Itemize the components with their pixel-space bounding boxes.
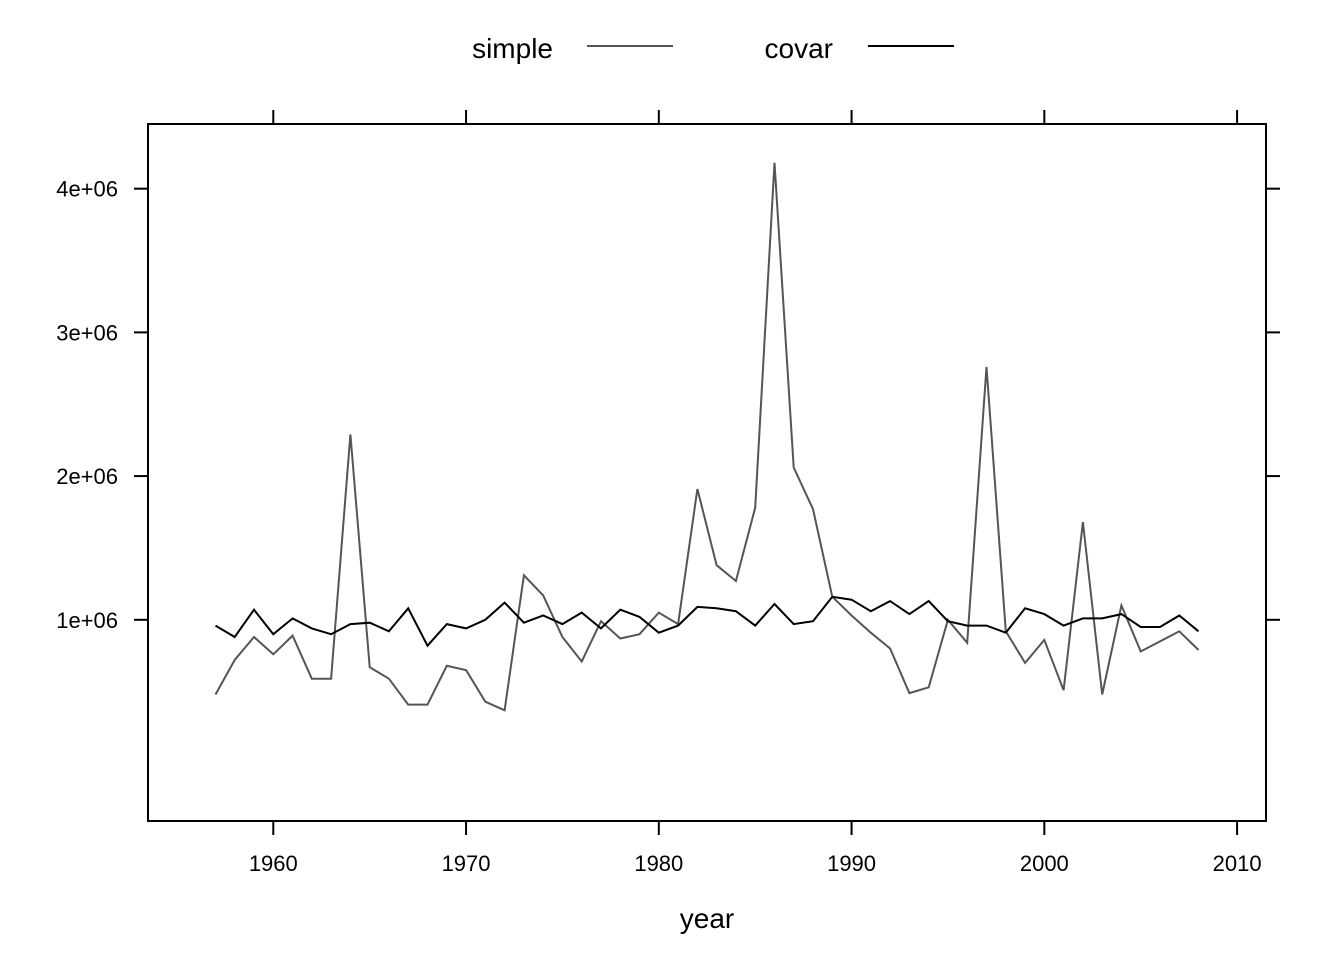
y-tick-label-0: 1e+06 [56,608,118,633]
series-line-simple [214,162,1200,712]
legend: simple covar [472,33,954,64]
y-tick-label-2: 3e+06 [56,320,118,345]
x-axis: 1960 1970 1980 1990 2000 2010 [249,110,1262,876]
series-line-covar [214,595,1200,648]
y-tick-label-3: 4e+06 [56,177,118,202]
y-axis: 1e+06 2e+06 3e+06 4e+06 [56,177,1280,633]
x-axis-label: year [680,903,734,934]
x-tick-label-2000: 2000 [1020,851,1069,876]
legend-label-covar: covar [765,33,833,64]
x-tick-label-1980: 1980 [634,851,683,876]
series-layer [214,162,1200,712]
legend-label-simple: simple [472,33,553,64]
x-tick-label-1960: 1960 [249,851,298,876]
y-tick-label-1: 2e+06 [56,464,118,489]
x-tick-label-1970: 1970 [442,851,491,876]
x-tick-label-2010: 2010 [1213,851,1262,876]
plot-frame [147,123,1267,822]
x-tick-label-1990: 1990 [827,851,876,876]
